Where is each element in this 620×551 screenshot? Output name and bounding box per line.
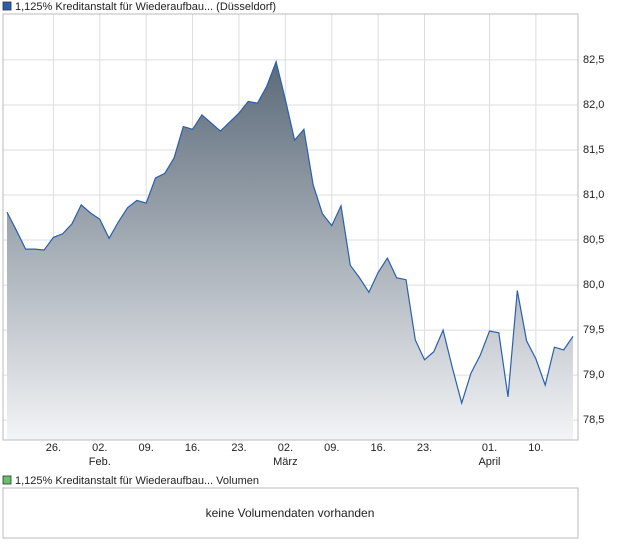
y-tick-label: 80,0	[583, 279, 604, 291]
x-month-label: Feb.	[89, 456, 111, 468]
volume-legend-label: 1,125% Kreditanstalt für Wiederaufbau...…	[15, 475, 259, 487]
legend-label: 1,125% Kreditanstalt für Wiederaufbau...…	[15, 1, 276, 13]
x-tick-label: 09.	[324, 442, 339, 454]
y-tick-label: 79,5	[583, 324, 604, 336]
x-month-label: März	[273, 456, 297, 468]
x-tick-label: 23.	[417, 442, 432, 454]
x-tick-label: 09.	[139, 442, 154, 454]
x-tick-label: 02.	[278, 442, 293, 454]
y-tick-label: 79,0	[583, 369, 604, 381]
y-tick-label: 82,0	[583, 99, 604, 111]
x-tick-label: 23.	[231, 442, 246, 454]
x-tick-label: 10.	[528, 442, 543, 454]
x-tick-label: 02.	[92, 442, 107, 454]
y-tick-label: 81,0	[583, 189, 604, 201]
volume-message: keine Volumendaten vorhanden	[206, 506, 375, 520]
y-tick-label: 82,5	[583, 54, 604, 66]
x-month-label: April	[478, 456, 500, 468]
y-tick-label: 81,5	[583, 144, 604, 156]
area	[7, 61, 573, 440]
legend-swatch	[2, 475, 12, 485]
legend-swatch	[2, 1, 12, 11]
y-tick-label: 78,5	[583, 414, 604, 426]
x-tick-label: 01.	[482, 442, 497, 454]
y-tick-label: 80,5	[583, 234, 604, 246]
line	[6, 59, 574, 406]
x-tick-label: 26.	[46, 442, 61, 454]
x-tick-label: 16.	[370, 442, 385, 454]
plot-border	[2, 13, 579, 441]
x-tick-label: 16.	[185, 442, 200, 454]
volume-panel	[2, 487, 579, 539]
